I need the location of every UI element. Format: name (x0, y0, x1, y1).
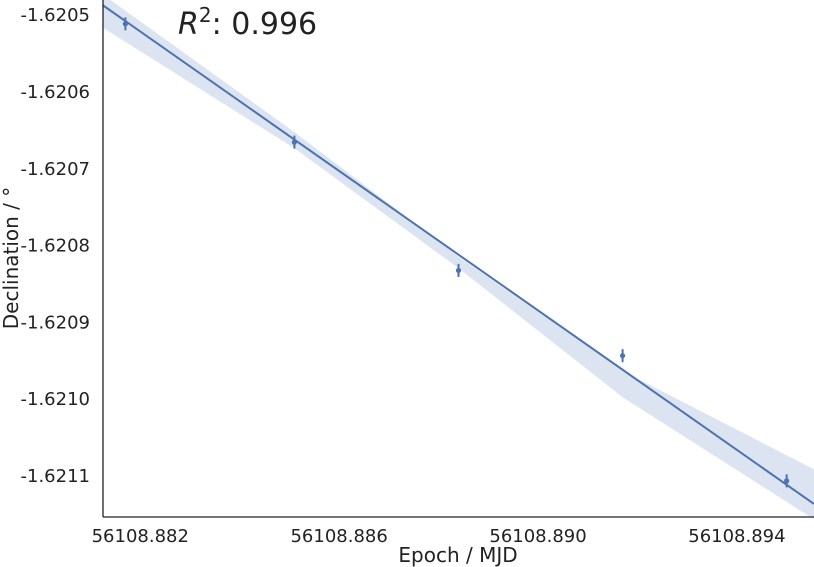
y-tick-label: -1.6205 (21, 5, 90, 26)
data-marker (784, 478, 790, 484)
data-point (455, 263, 462, 277)
x-axis-label: Epoch / MJD (398, 543, 517, 567)
y-axis-label: Declination / ° (0, 187, 23, 330)
y-tick-label: -1.6206 (21, 82, 90, 103)
y-tick-label: -1.6211 (21, 466, 90, 487)
data-point (784, 474, 790, 488)
fit-line (102, 4, 814, 505)
x-tick-label: 56108.894 (688, 526, 785, 547)
x-tick-label: 56108.882 (92, 526, 189, 547)
confidence-band-layer (103, 0, 814, 520)
data-point (291, 135, 298, 149)
y-tick-label: -1.6207 (21, 159, 90, 180)
r-squared-annotation: R2: 0.996 (178, 3, 317, 42)
data-points-layer (122, 17, 790, 488)
y-tick-label: -1.6209 (21, 312, 90, 333)
r-squared-symbol: R (178, 7, 199, 42)
y-tick-label: -1.6208 (21, 236, 90, 257)
tick-labels-layer: 56108.882 56108.886 56108.890 56108.894 -1.6… (21, 5, 786, 547)
r-squared-value: : 0.996 (212, 7, 318, 42)
data-point (122, 17, 128, 31)
x-tick-label: 56108.886 (290, 526, 387, 547)
fit-line-layer (102, 4, 814, 505)
x-tick-label: 56108.890 (489, 526, 586, 547)
data-marker (455, 267, 462, 274)
data-marker (122, 21, 128, 27)
y-tick-label: -1.6210 (21, 389, 90, 410)
data-marker (619, 353, 626, 359)
r-squared-superscript: 2 (199, 3, 212, 27)
confidence-band (103, 0, 814, 520)
data-marker (291, 139, 298, 145)
axes-layer (102, 0, 814, 518)
data-point (619, 349, 626, 363)
